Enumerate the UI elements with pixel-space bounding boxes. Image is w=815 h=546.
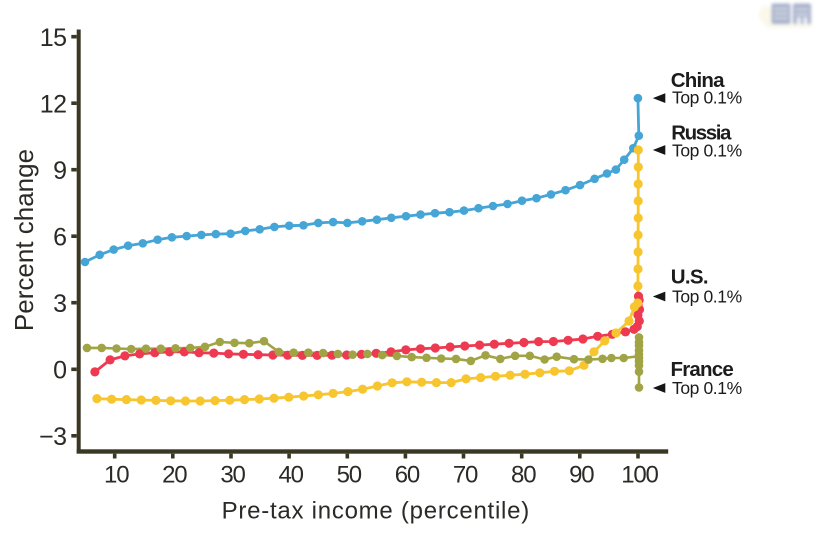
- svg-text:Top 0.1%: Top 0.1%: [672, 141, 742, 161]
- svg-text:30: 30: [220, 462, 245, 489]
- svg-text:Pre-tax income (percentile): Pre-tax income (percentile): [222, 498, 530, 525]
- svg-text:6: 6: [53, 223, 66, 251]
- svg-text:Top 0.1%: Top 0.1%: [672, 88, 742, 108]
- svg-text:Percent change: Percent change: [9, 149, 39, 331]
- svg-text:70: 70: [453, 462, 478, 489]
- svg-text:12: 12: [40, 90, 67, 118]
- svg-text:10: 10: [104, 462, 129, 489]
- svg-text:9: 9: [53, 157, 66, 185]
- svg-text:20: 20: [162, 462, 187, 489]
- svg-text:15: 15: [40, 24, 67, 52]
- svg-text:80: 80: [511, 462, 536, 489]
- svg-text:China: China: [671, 69, 725, 92]
- svg-text:60: 60: [395, 462, 420, 489]
- svg-text:100: 100: [621, 462, 658, 489]
- svg-text:50: 50: [337, 462, 362, 489]
- svg-text:90: 90: [569, 462, 594, 489]
- svg-text:−3: −3: [39, 423, 67, 451]
- svg-text:3: 3: [53, 290, 66, 318]
- svg-text:U.S.: U.S.: [671, 266, 708, 289]
- svg-text:40: 40: [278, 462, 303, 489]
- svg-text:Top 0.1%: Top 0.1%: [672, 378, 742, 398]
- svg-text:0: 0: [53, 357, 66, 385]
- svg-text:France: France: [671, 358, 734, 381]
- svg-text:Top 0.1%: Top 0.1%: [672, 287, 742, 307]
- svg-text:Russia: Russia: [671, 122, 732, 145]
